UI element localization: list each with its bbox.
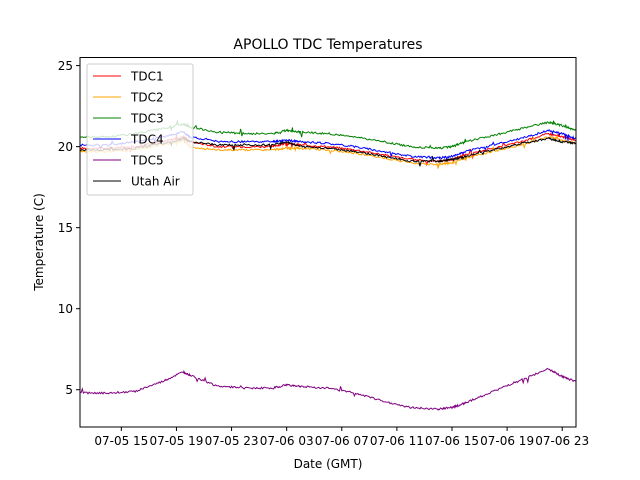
x-tick-label: 07-05 15 <box>94 434 148 448</box>
legend-label: TDC3 <box>130 112 164 126</box>
y-tick-label: 5 <box>65 383 73 397</box>
legend-label: Utah Air <box>131 175 180 189</box>
x-tick-label: 07-06 03 <box>260 434 314 448</box>
y-axis: 5 10 15 20 25 <box>58 59 80 397</box>
y-axis-label: Temperature (C) <box>32 193 46 292</box>
x-axis-label: Date (GMT) <box>294 457 363 471</box>
x-tick-label: 07-06 07 <box>315 434 369 448</box>
x-tick-label: 07-05 19 <box>149 434 203 448</box>
legend-item: TDC5 <box>93 154 164 168</box>
legend-label: TDC4 <box>130 133 164 147</box>
y-tick-label: 10 <box>58 302 73 316</box>
x-tick-label: 07-06 15 <box>425 434 479 448</box>
plot-frame <box>79 57 577 428</box>
legend: TDC1 TDC2 TDC3 TDC4 TDC5 Utah Air <box>86 63 194 196</box>
legend-item: Utah Air <box>93 175 180 189</box>
legend-label: TDC2 <box>130 91 164 105</box>
legend-label: TDC5 <box>130 154 164 168</box>
x-tick-label: 07-05 23 <box>205 434 259 448</box>
y-tick-label: 20 <box>58 140 73 154</box>
y-tick-label: 25 <box>58 59 73 73</box>
x-tick-label: 07-06 11 <box>370 434 424 448</box>
chart-title: APOLLO TDC Temperatures <box>233 37 422 53</box>
x-tick-label: 07-06 19 <box>480 434 534 448</box>
legend-item: TDC3 <box>93 112 164 126</box>
legend-item: TDC1 <box>93 70 164 84</box>
legend-item: TDC2 <box>93 91 164 105</box>
legend-item: TDC4 <box>93 133 164 147</box>
legend-label: TDC1 <box>130 70 164 84</box>
x-axis: 07-05 15 07-05 19 07-05 23 07-06 03 07-06 07… <box>94 427 589 448</box>
series-line-tdc5 <box>79 367 577 411</box>
y-tick-label: 15 <box>58 221 73 235</box>
x-tick-label: 07-06 23 <box>535 434 589 448</box>
